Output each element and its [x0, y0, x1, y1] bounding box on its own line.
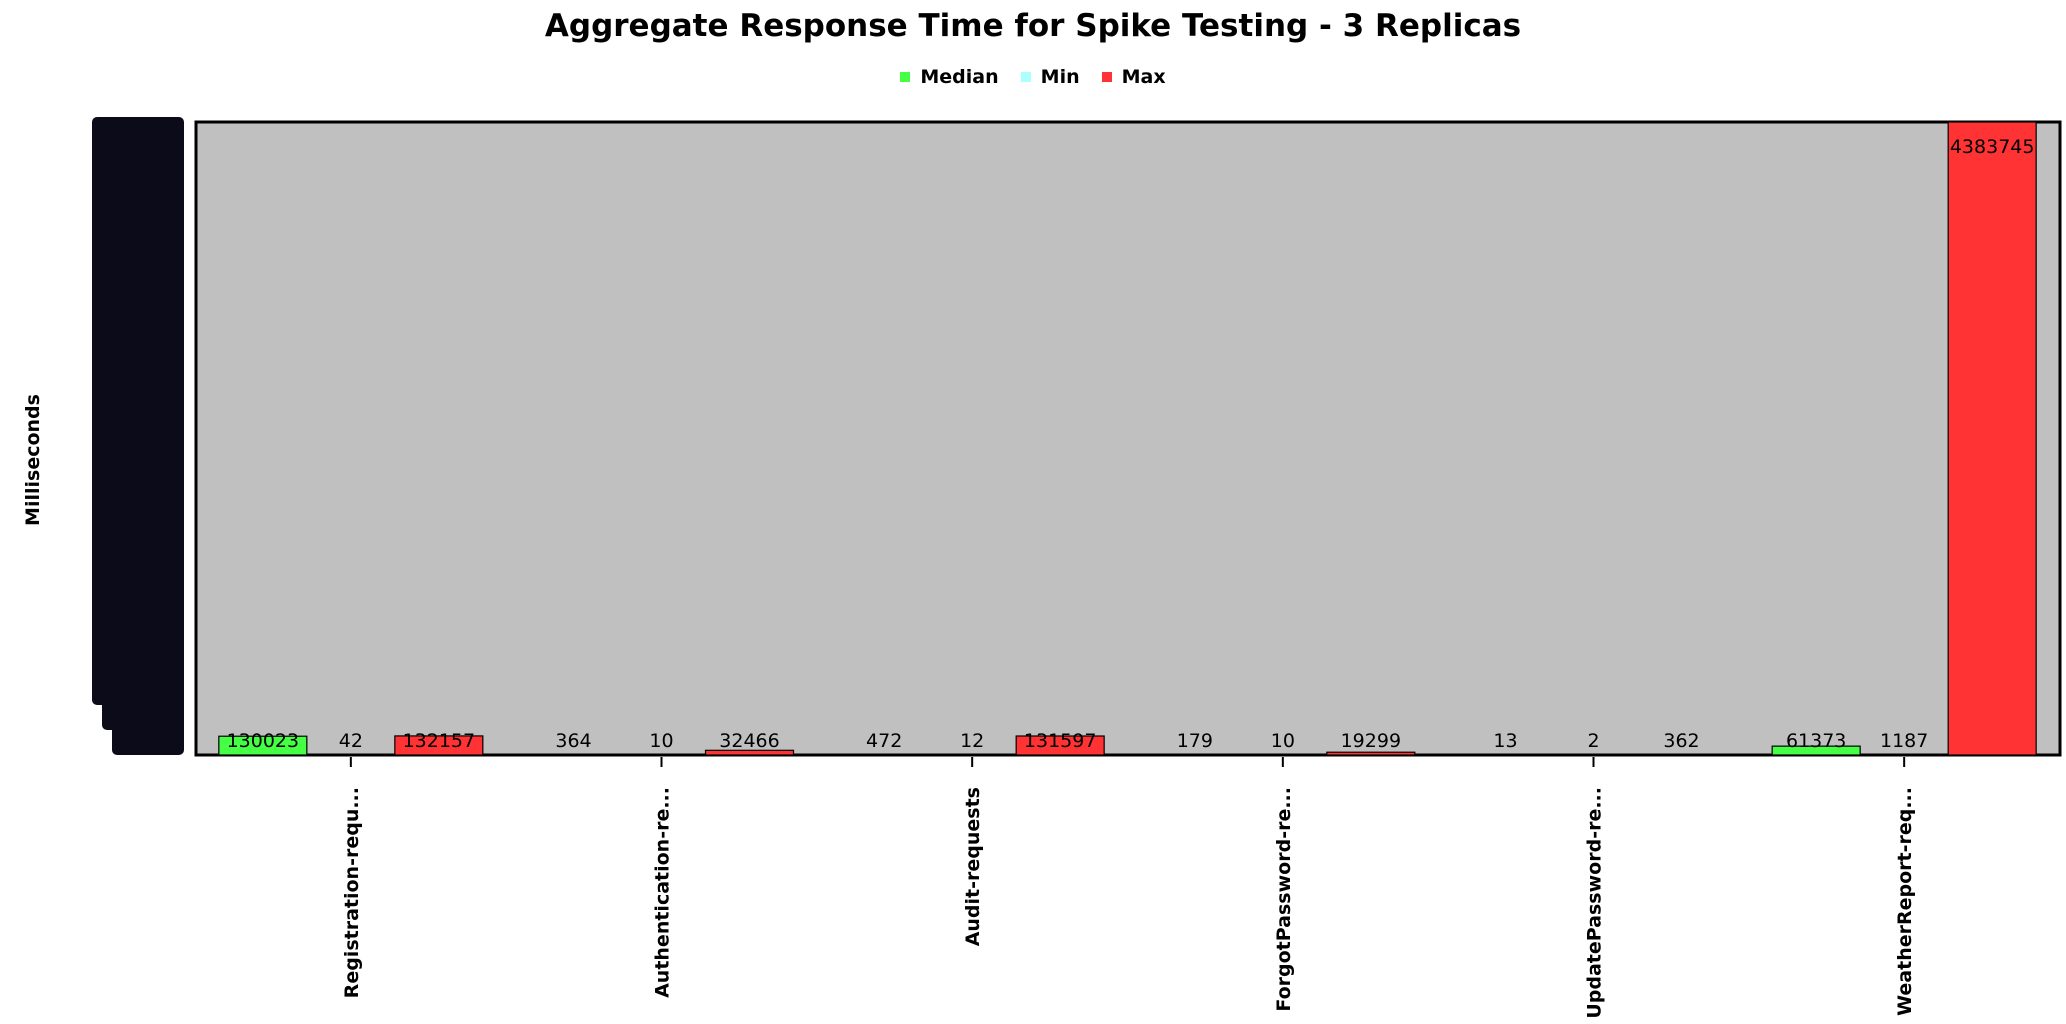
- data-label-max: 19299: [1341, 730, 1401, 752]
- y-tick-label-block: [170, 117, 184, 755]
- data-label-max: 4383745: [1950, 136, 2035, 158]
- data-label-median: 61373: [1786, 730, 1846, 752]
- data-label-min: 2: [1587, 730, 1599, 752]
- data-label-median: 130023: [227, 730, 300, 752]
- data-label-min: 12: [960, 730, 984, 752]
- x-tick-label: ForgotPassword-re...: [1273, 787, 1295, 1012]
- data-label-min: 10: [1271, 730, 1295, 752]
- data-label-median: 179: [1177, 730, 1213, 752]
- legend-swatch-min: [1020, 72, 1031, 82]
- bar-max: [704, 749, 795, 756]
- x-tick-label: UpdatePassword-re...: [1584, 787, 1606, 1019]
- data-label-max: 132157: [403, 730, 476, 752]
- legend-label-min: Min: [1040, 66, 1080, 88]
- data-label-min: 1187: [1880, 730, 1928, 752]
- x-tick-label: WeatherReport-req...: [1894, 787, 1916, 1016]
- data-label-max: 32466: [719, 730, 779, 752]
- data-label-median: 13: [1493, 730, 1517, 752]
- data-label-min: 10: [649, 730, 673, 752]
- bar-median: [1771, 745, 1861, 756]
- data-label-median: 472: [866, 730, 902, 752]
- legend: Median Min Max: [0, 66, 2066, 88]
- bar-max: [1015, 735, 1105, 756]
- legend-item-min: Min: [1020, 66, 1080, 88]
- legend-item-max: Max: [1101, 66, 1166, 88]
- data-label-max: 362: [1663, 730, 1699, 752]
- legend-item-median: Median: [900, 66, 999, 88]
- plot-background: [194, 120, 2062, 757]
- legend-swatch-median: [900, 72, 911, 82]
- data-label-min: 42: [339, 730, 363, 752]
- chart-title: Aggregate Response Time for Spike Testin…: [544, 8, 1522, 44]
- data-label-median: 364: [555, 730, 591, 752]
- legend-label-median: Median: [920, 66, 999, 88]
- legend-swatch-max: [1101, 72, 1112, 82]
- x-tick-label: Authentication-re...: [652, 787, 674, 998]
- legend-label-max: Max: [1121, 66, 1166, 88]
- bar-max: [1326, 751, 1416, 756]
- x-tick-label: Registration-requ...: [341, 787, 363, 998]
- x-tick-label: Audit-requests: [962, 787, 984, 946]
- data-label-max: 131597: [1024, 730, 1097, 752]
- bar-median: [218, 735, 308, 756]
- bar-max: [1947, 121, 2037, 756]
- bar-max: [394, 735, 484, 756]
